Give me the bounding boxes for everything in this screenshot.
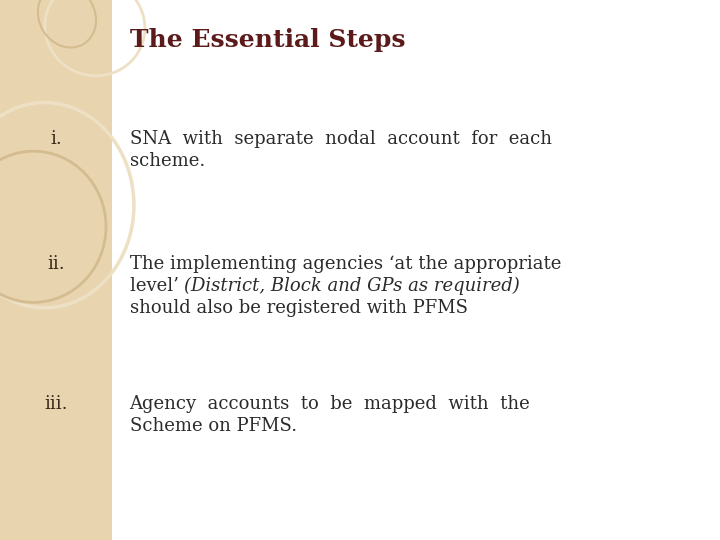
Text: Agency  accounts  to  be  mapped  with  the: Agency accounts to be mapped with the	[130, 395, 531, 413]
Bar	[0, 0, 112, 540]
Text: iii.: iii.	[44, 395, 68, 413]
Text: level’: level’	[130, 277, 184, 295]
Text: The implementing agencies ‘at the appropriate: The implementing agencies ‘at the approp…	[130, 255, 561, 273]
Text: ii.: ii.	[47, 255, 65, 273]
Text: The Essential Steps: The Essential Steps	[130, 28, 405, 52]
Text: should also be registered with PFMS: should also be registered with PFMS	[130, 299, 467, 317]
Text: scheme.: scheme.	[130, 152, 205, 170]
Text: (District, Block and GPs as required): (District, Block and GPs as required)	[184, 277, 520, 295]
Text: Scheme on PFMS.: Scheme on PFMS.	[130, 417, 297, 435]
Text: i.: i.	[50, 130, 62, 148]
Text: SNA  with  separate  nodal  account  for  each: SNA with separate nodal account for each	[130, 130, 552, 148]
